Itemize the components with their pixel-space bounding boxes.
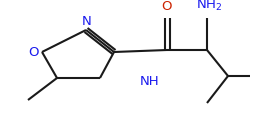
Text: NH$_2$: NH$_2$ (196, 0, 222, 13)
Text: NH: NH (140, 75, 160, 88)
Text: O: O (162, 0, 172, 13)
Text: O: O (29, 46, 39, 59)
Text: N: N (82, 15, 92, 28)
